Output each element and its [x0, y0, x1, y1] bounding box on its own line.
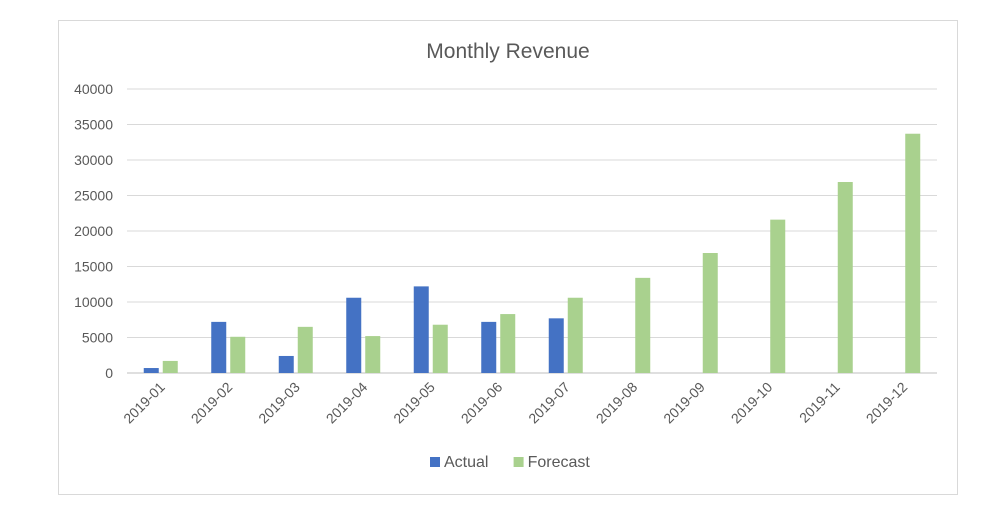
bar-forecast-2019-08	[635, 277, 651, 373]
bar-actual-2019-06	[481, 321, 497, 373]
chart-frame	[58, 20, 958, 495]
y-tick-label: 0	[105, 365, 113, 381]
bar-forecast-2019-01	[162, 360, 178, 373]
legend-swatch-actual	[430, 457, 440, 467]
y-tick-label: 35000	[74, 117, 113, 133]
x-tick-label: 2019-11	[796, 379, 843, 426]
x-tick-label: 2019-02	[188, 379, 236, 427]
legend-label-forecast: Forecast	[528, 454, 591, 471]
legend: Actual Forecast	[430, 454, 590, 471]
legend-swatch-forecast	[513, 457, 524, 467]
y-tick-label: 20000	[74, 223, 113, 239]
bar-forecast-2019-02	[230, 336, 246, 373]
bar-forecast-2019-03	[297, 326, 313, 373]
x-tick-label: 2019-08	[593, 379, 641, 427]
bars	[143, 133, 921, 373]
y-tick-label: 10000	[74, 294, 113, 310]
y-tick-label: 30000	[74, 152, 113, 168]
gridlines	[127, 88, 937, 374]
x-tick-label: 2019-01	[120, 379, 168, 427]
x-tick-label: 2019-03	[255, 379, 303, 427]
bar-actual-2019-01	[143, 368, 159, 373]
bar-actual-2019-03	[278, 355, 294, 373]
chart-title: Monthly Revenue	[426, 40, 589, 63]
bar-actual-2019-05	[413, 286, 429, 373]
bar-forecast-2019-05	[432, 324, 448, 373]
bar-actual-2019-07	[548, 318, 564, 373]
y-axis-ticks: 0 5000 10000 15000 20000 25000 30000 35000 40000	[74, 81, 113, 381]
bar-forecast-2019-10	[770, 219, 786, 373]
y-tick-label: 40000	[74, 81, 113, 97]
x-tick-label: 2019-12	[863, 379, 911, 427]
y-tick-label: 5000	[82, 330, 113, 346]
y-tick-label: 15000	[74, 259, 113, 275]
x-tick-label: 2019-05	[390, 379, 438, 427]
y-tick-label: 25000	[74, 188, 113, 204]
x-axis-ticks: 2019-01 2019-02 2019-03 2019-04 2019-05 2019-…	[120, 379, 910, 427]
bar-forecast-2019-11	[837, 182, 853, 373]
bar-forecast-2019-12	[905, 133, 921, 373]
x-tick-label: 2019-07	[525, 379, 573, 427]
bar-actual-2019-04	[346, 297, 362, 373]
bar-actual-2019-02	[211, 321, 227, 373]
legend-label-actual: Actual	[444, 454, 488, 471]
x-tick-label: 2019-09	[660, 379, 708, 427]
x-tick-label: 2019-04	[323, 379, 371, 427]
x-tick-label: 2019-06	[458, 379, 506, 427]
bar-forecast-2019-07	[567, 297, 583, 373]
bar-forecast-2019-09	[702, 253, 718, 373]
x-tick-label: 2019-10	[728, 379, 776, 427]
bar-forecast-2019-06	[500, 314, 516, 373]
bar-forecast-2019-04	[365, 336, 381, 373]
